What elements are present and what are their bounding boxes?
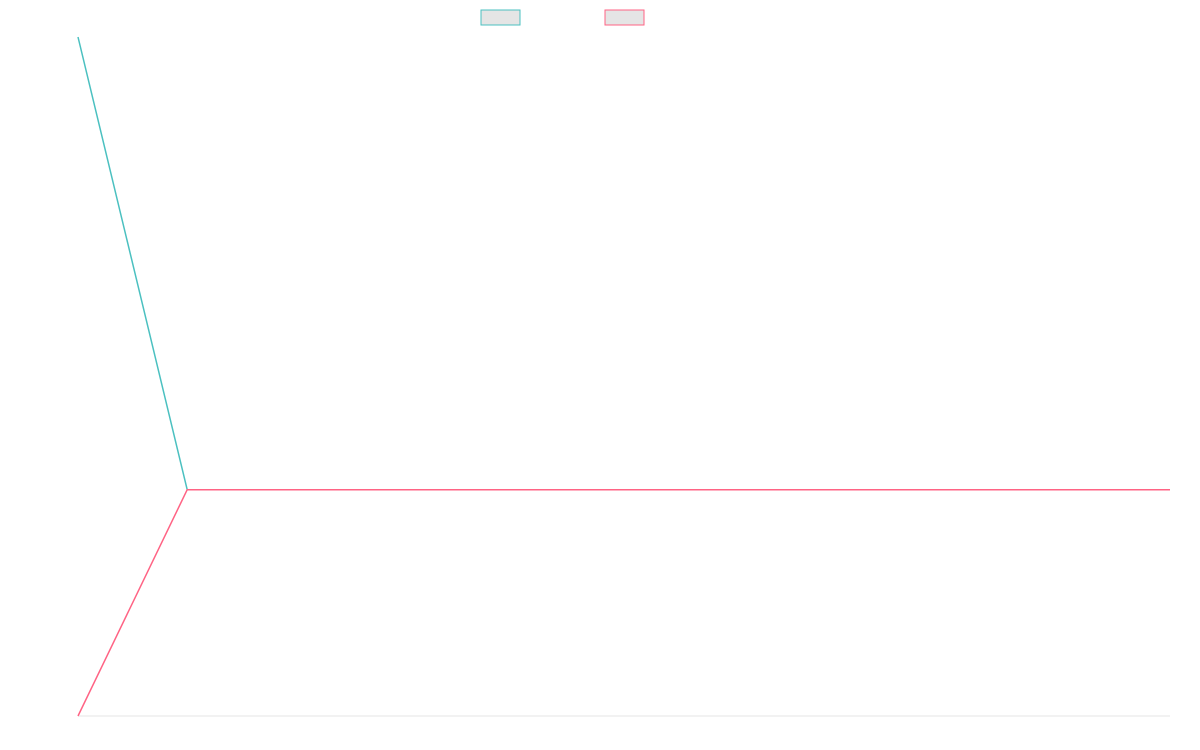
legend-swatch-1[interactable]: [480, 9, 521, 26]
series-line-2: [77, 488, 1170, 717]
legend: [480, 9, 645, 26]
plot-area: [77, 36, 1170, 717]
series-line-1: [77, 36, 1170, 491]
legend-swatch-2[interactable]: [604, 9, 645, 26]
